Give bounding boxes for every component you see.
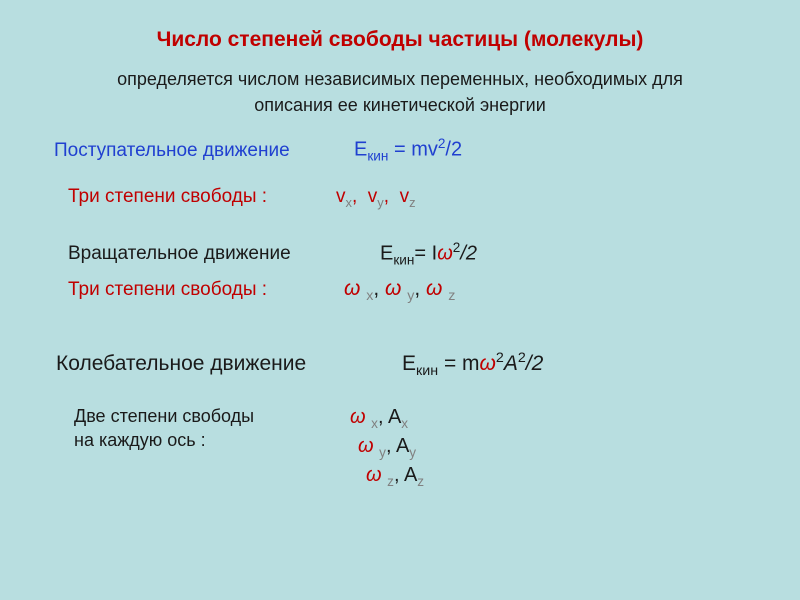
- kin-sub: кин: [393, 252, 414, 267]
- kin-sub: кин: [416, 364, 438, 380]
- oscillatory-formula: Eкин = mω2A2/2: [402, 350, 543, 379]
- var-omega-x: ω x: [344, 277, 373, 300]
- separator: ,: [384, 186, 400, 207]
- rotational-dof-row: Три степени свободы : ω x, ω y, ω z: [68, 277, 750, 304]
- slide-title: Число степеней свободы частицы (молекулы…: [50, 28, 750, 52]
- sq-sup-1: 2: [496, 350, 504, 366]
- amp-symbol: A: [504, 352, 518, 375]
- translational-vars: vx, vy, vz: [336, 186, 416, 210]
- var-v-z: vz: [400, 186, 416, 207]
- translational-label: Поступательное движение: [54, 140, 354, 162]
- omega-symbol: ω: [437, 242, 453, 264]
- subtitle-line-1: определяется числом независимых переменн…: [117, 69, 683, 89]
- var-omega-z: ω z: [426, 277, 455, 300]
- translational-row: Поступательное движение Eкин = mv2/2: [54, 136, 750, 164]
- translational-formula: Eкин = mv2/2: [354, 136, 462, 164]
- oscillatory-vars: ω x, Axω y, Ayω z, Az: [350, 404, 424, 492]
- oscillatory-label: Колебательное движение: [56, 352, 402, 376]
- eq-part: = m: [438, 352, 479, 375]
- tail: /2: [526, 352, 544, 375]
- oscillatory-dof-label: Две степени свободы на каждую ось :: [74, 404, 350, 453]
- e-symbol: E: [402, 352, 416, 375]
- e-symbol: E: [380, 242, 393, 264]
- rotational-formula: Eкин= Iω2/2: [380, 240, 477, 268]
- omega-symbol: ω: [480, 352, 496, 375]
- e-symbol: E: [354, 139, 367, 161]
- osc-var-line-z: ω z, Az: [366, 462, 424, 491]
- rotational-label: Вращательное движение: [68, 243, 380, 265]
- osc-var-line-y: ω y, Ay: [358, 433, 424, 462]
- eq-part: = I: [414, 242, 437, 264]
- sq-sup-2: 2: [518, 350, 526, 366]
- oscillatory-row: Колебательное движение Eкин = mω2A2/2: [56, 350, 750, 379]
- oscillatory-dof-row: Две степени свободы на каждую ось : ω x,…: [74, 404, 750, 492]
- rotational-dof-label: Три степени свободы :: [68, 279, 344, 301]
- separator: ,: [373, 277, 385, 300]
- slide-subtitle: определяется числом независимых переменн…: [50, 66, 750, 118]
- slide: Число степеней свободы частицы (молекулы…: [0, 0, 800, 600]
- rotational-vars: ω x, ω y, ω z: [344, 277, 455, 304]
- translational-dof-label: Три степени свободы :: [68, 186, 336, 208]
- tail: /2: [460, 242, 477, 264]
- osc-dof-line-2: на каждую ось :: [74, 430, 206, 450]
- translational-dof-row: Три степени свободы : vx, vy, vz: [68, 186, 750, 210]
- osc-var-line-x: ω x, Ax: [350, 404, 424, 433]
- kin-sub: кин: [367, 149, 388, 164]
- var-v-y: vy: [368, 186, 384, 207]
- osc-dof-line-1: Две степени свободы: [74, 406, 254, 426]
- var-omega-y: ω y: [385, 277, 414, 300]
- separator: ,: [352, 186, 368, 207]
- eq-part: = mv: [388, 139, 437, 161]
- subtitle-line-2: описания ее кинетической энергии: [254, 95, 546, 115]
- var-v-x: vx: [336, 186, 352, 207]
- rotational-row: Вращательное движение Eкин= Iω2/2: [68, 240, 750, 268]
- tail: /2: [445, 139, 462, 161]
- separator: ,: [414, 277, 426, 300]
